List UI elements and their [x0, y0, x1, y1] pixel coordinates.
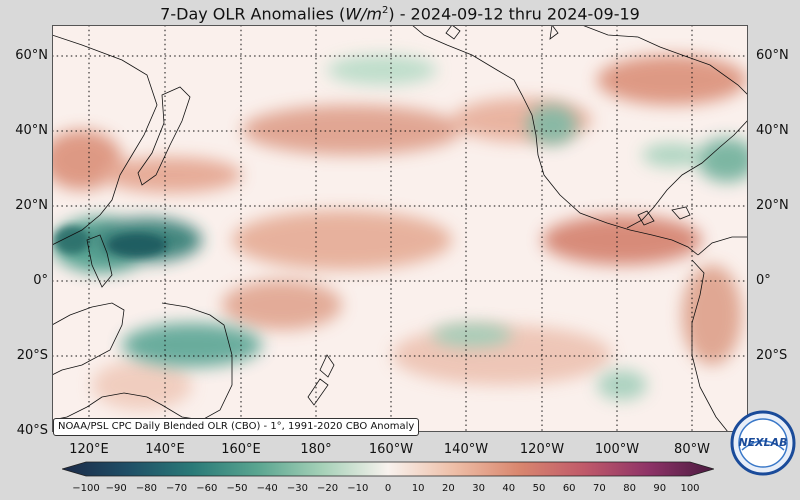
colorbar-tick-label: −10: [347, 483, 369, 494]
colorbar-tick-label: −90: [105, 483, 127, 494]
lat-label-right-eq: 0°: [756, 273, 771, 288]
colorbar-tick-label: 70: [593, 483, 606, 494]
colorbar-tick-label: −60: [196, 483, 218, 494]
lat-label-right-20n: 20°N: [756, 198, 789, 213]
colorbar-tick-label: −40: [256, 483, 278, 494]
lat-label-right-60n: 60°N: [756, 48, 789, 63]
lon-label-80w: 80°W: [674, 442, 710, 457]
nexlab-logo: NEXLAB: [730, 410, 796, 476]
colorbar-tick-label: 80: [623, 483, 636, 494]
lat-label-right-40n: 40°N: [756, 123, 789, 138]
lat-label-left-60n: 60°N: [15, 48, 48, 63]
strong-negative-core: [54, 226, 167, 257]
svg-text:NEXLAB: NEXLAB: [738, 436, 787, 449]
title-prefix: 7-Day OLR Anomalies (: [160, 4, 346, 24]
colorbar: [62, 461, 714, 477]
colorbar-tick-label: 0: [384, 483, 392, 494]
lon-label-140e: 140°E: [145, 442, 185, 457]
lon-label-160e: 160°E: [221, 442, 261, 457]
data-source-credit: NOAA/PSL CPC Daily Blended OLR (CBO) - 1…: [53, 418, 420, 436]
title-unit: W/m: [345, 4, 382, 24]
colorbar-tick-label: −30: [286, 483, 308, 494]
colorbar-tick-label: 60: [562, 483, 576, 494]
colorbar-tick-label: −100: [72, 483, 100, 494]
colorbar-tick-label: −80: [135, 483, 157, 494]
colorbar-tick-label: 30: [472, 483, 485, 494]
lat-label-left-eq: 0°: [33, 273, 48, 288]
map-title: 7-Day OLR Anomalies (W/m2) - 2024-09-12 …: [0, 0, 800, 24]
lat-label-right-20s: 20°S: [756, 348, 788, 363]
lat-label-left-40s: 40°S: [16, 423, 48, 438]
colorbar-tick-label: −50: [226, 483, 248, 494]
title-unit-exponent: 2: [381, 5, 389, 16]
lon-label-100w: 100°W: [594, 442, 640, 457]
colorbar-tick-label: 90: [653, 483, 667, 494]
colorbar-tick-label: 20: [442, 483, 455, 494]
lat-label-left-20s: 20°S: [16, 348, 48, 363]
lon-label-140w: 140°W: [443, 442, 489, 457]
lon-label-180: 180°: [300, 442, 332, 457]
colorbar-tick-label: −70: [166, 483, 188, 494]
lat-label-left-40n: 40°N: [15, 123, 48, 138]
lon-label-120e: 120°E: [69, 442, 109, 457]
olr-anomaly-map: [52, 25, 748, 432]
colorbar-tick-label: 100: [680, 483, 700, 494]
colorbar-tick-label: −20: [317, 483, 339, 494]
colorbar-tick-label: 10: [411, 483, 425, 494]
positive-anomaly-areas: [52, 55, 747, 410]
lon-label-120w: 120°W: [519, 442, 565, 457]
colorbar-tick-label: 40: [502, 483, 516, 494]
lat-label-left-20n: 20°N: [15, 198, 48, 213]
lon-label-160w: 160°W: [368, 442, 414, 457]
graticule: [52, 25, 748, 432]
title-suffix: ) - 2024-09-12 thru 2024-09-19: [388, 4, 640, 24]
colorbar-tick-label: 50: [532, 483, 546, 494]
